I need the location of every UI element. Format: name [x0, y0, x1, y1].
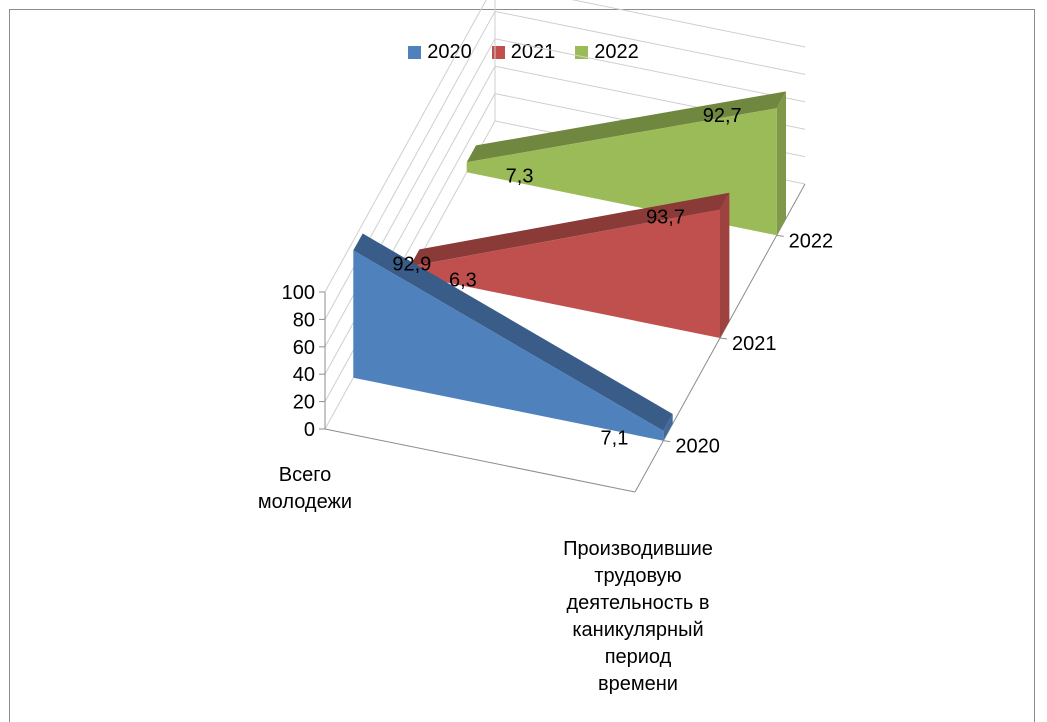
- series-2022-top-face: [466, 91, 786, 163]
- series-2021-side-face: [720, 192, 730, 338]
- value-tick-label-100: 100: [282, 282, 315, 304]
- data-label-2022-1: 7,3: [506, 166, 534, 188]
- value-tick-label-40: 40: [293, 364, 315, 386]
- depth-tick-2020: [663, 440, 671, 443]
- series-2020-top-face: [353, 233, 673, 431]
- series-2020-side-face: [663, 414, 673, 441]
- data-label-2020-1: 92,9: [392, 254, 431, 276]
- value-tick-label-80: 80: [293, 309, 315, 331]
- depth-tick-2022: [776, 234, 784, 237]
- category-label-total-youth: Всего молодежи: [257, 464, 353, 513]
- series-2020-front-face: [353, 250, 664, 441]
- legend: 2020 2021 2022: [0, 41, 1047, 64]
- data-label-2022-2: 92,7: [703, 105, 742, 127]
- data-label-2020-2: 7,1: [601, 428, 629, 450]
- category-axis-line: [324, 428, 636, 493]
- depth-label-2022: 2022: [789, 230, 834, 252]
- series-2021-top-face: [410, 192, 730, 267]
- value-tick-label-60: 60: [293, 337, 315, 359]
- value-tick-label-0: 0: [304, 419, 315, 441]
- depth-label-2020: 2020: [675, 436, 720, 458]
- series-2021-front-face: [410, 209, 720, 338]
- series-2022-side-face: [776, 91, 786, 236]
- depth-tick-2021: [719, 337, 728, 340]
- value-tick-label-20: 20: [293, 392, 315, 414]
- legend-label-2021: 2021: [510, 41, 556, 63]
- category-label-worked-holidays: Производившие трудовую деятельность в ка…: [563, 538, 713, 695]
- gridline-100: [324, 0, 806, 293]
- data-label-2021-2: 93,7: [646, 206, 685, 228]
- data-label-2021-1: 6,3: [449, 270, 477, 292]
- depth-label-2021: 2021: [732, 333, 777, 355]
- legend-swatch-2020: [408, 46, 422, 59]
- legend-label-2022: 2022: [594, 41, 639, 63]
